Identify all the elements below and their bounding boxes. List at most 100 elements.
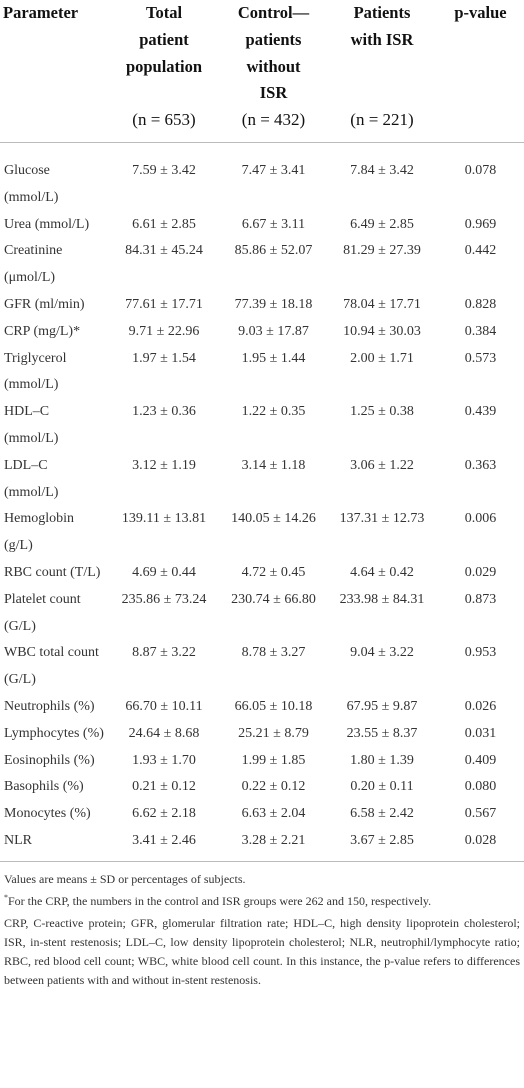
value-cell: 78.04 ± 17.71: [343, 296, 421, 312]
header-n: (n = 432): [241, 110, 306, 130]
value-cell: 3.14 ± 1.18: [241, 457, 306, 473]
parameter-cell: Basophils (%): [4, 779, 84, 795]
value-cell: 1.99 ± 1.85: [241, 752, 306, 768]
value-cell: 1.23 ± 0.36: [132, 404, 196, 420]
table-row: RBC count (T/L) 4.69 ± 0.44 4.72 ± 0.45 4.6…: [0, 560, 524, 587]
value-cell: 23.55 ± 8.37: [346, 725, 418, 741]
value-cell: 0.384: [464, 323, 497, 339]
header-n-cell: (n = 653): [108, 107, 220, 143]
value-cell: 77.61 ± 17.71: [125, 296, 203, 312]
value-cell: 1.22 ± 0.35: [241, 404, 306, 420]
value-cell: 3.67 ± 2.85: [327, 827, 437, 862]
value-cell: 7.59 ± 3.42: [132, 162, 196, 178]
header-row: Parameter Total patient population Control— p…: [0, 0, 524, 107]
value-cell: 0.031: [464, 725, 497, 741]
value-cell: 230.74 ± 66.80: [231, 591, 316, 607]
parameter-cell: Eosinophils (%): [4, 752, 95, 768]
header-line: patient: [139, 29, 189, 49]
parameter-cell: CRP (mg/L)*: [4, 323, 81, 339]
table-row: Urea (mmol/L) 6.61 ± 2.85 6.67 ± 3.11 6.49 …: [0, 212, 524, 239]
table-row: Neutrophils (%) 66.70 ± 10.11 66.05 ± 10.1…: [0, 694, 524, 721]
value-cell: 77.39 ± 18.18: [234, 296, 313, 312]
parameter-cell: WBC total count (G/L): [4, 645, 99, 688]
value-cell: 1.95 ± 1.44: [241, 350, 306, 366]
value-cell: 0.029: [464, 564, 497, 580]
value-cell: 1.97 ± 1.54: [132, 350, 196, 366]
parameter-cell: Monocytes (%): [4, 806, 91, 822]
header-line: without: [246, 56, 301, 76]
value-cell: 9.03 ± 17.87: [238, 323, 309, 339]
parameter-cell: GFR (ml/min): [4, 296, 85, 312]
table-row: GFR (ml/min) 77.61 ± 17.71 77.39 ± 18.18 78…: [0, 292, 524, 319]
parameter-cell: RBC count (T/L): [4, 564, 101, 580]
value-cell: 6.58 ± 2.42: [350, 806, 414, 822]
value-cell: 3.06 ± 1.22: [350, 457, 414, 473]
table-row: CRP (mg/L)* 9.71 ± 22.96 9.03 ± 17.87 10.94…: [0, 319, 524, 346]
header-cell: Total patient population: [108, 0, 220, 107]
header-n-cell: [437, 107, 524, 143]
header-n-row: (n = 653) (n = 432) (n = 221): [0, 107, 524, 143]
value-cell: 235.86 ± 73.24: [121, 591, 207, 607]
header-line: patients: [245, 29, 302, 49]
table-row: Basophils (%) 0.21 ± 0.12 0.22 ± 0.12 0.20 …: [0, 774, 524, 801]
value-cell: 7.84 ± 3.42: [350, 162, 414, 178]
table-row: Glucose (mmol/L) 7.59 ± 3.42 7.47 ± 3.41 7.…: [0, 142, 524, 211]
header-cell: p-value: [437, 0, 524, 107]
value-cell: 0.006: [464, 511, 497, 527]
value-cell: 67.95 ± 9.87: [346, 698, 418, 714]
header-line: population: [125, 56, 203, 76]
parameter-cell: NLR: [0, 827, 108, 862]
value-cell: 0.442: [464, 243, 497, 259]
value-cell: 6.62 ± 2.18: [132, 806, 196, 822]
value-cell: 0.873: [464, 591, 497, 607]
table-row: HDL–C (mmol/L) 1.23 ± 0.36 1.22 ± 0.35 1.25…: [0, 399, 524, 453]
header-cell: Patients with ISR: [327, 0, 437, 107]
value-cell: 0.573: [464, 350, 497, 366]
value-cell: 6.67 ± 3.11: [241, 216, 306, 232]
table-row: WBC total count (G/L) 8.87 ± 3.22 8.78 ± 3…: [0, 640, 524, 694]
header-cell: Parameter: [0, 0, 108, 107]
table-row: Triglycerol (mmol/L) 1.97 ± 1.54 1.95 ± 1.…: [0, 346, 524, 400]
parameter-cell: Hemoglobin (g/L): [4, 511, 74, 554]
value-cell: 2.00 ± 1.71: [350, 350, 414, 366]
value-cell: 0.953: [464, 645, 497, 661]
value-cell: 0.080: [464, 779, 497, 795]
value-cell: 137.31 ± 12.73: [339, 511, 425, 527]
value-cell: 0.078: [464, 162, 497, 178]
value-cell: 6.49 ± 2.85: [350, 216, 414, 232]
header-n-cell: [0, 107, 108, 143]
table-row: Lymphocytes (%) 24.64 ± 8.68 25.21 ± 8.79 2…: [0, 721, 524, 748]
header-n: (n = 653): [132, 110, 196, 130]
header-cell: Control— patients without ISR: [220, 0, 327, 107]
parameter-cell: Triglycerol (mmol/L): [4, 350, 67, 393]
header-line: with ISR: [350, 29, 414, 49]
value-cell: 4.64 ± 0.42: [350, 564, 414, 580]
header-line: Parameter: [3, 3, 79, 22]
value-cell: 0.028: [437, 827, 524, 862]
table-row: Hemoglobin (g/L) 139.11 ± 13.81 140.05 ± 1…: [0, 506, 524, 560]
value-cell: 66.70 ± 10.11: [125, 698, 203, 714]
parameter-cell: Platelet count (G/L): [4, 591, 81, 634]
value-cell: 10.94 ± 30.03: [343, 323, 421, 339]
value-cell: 1.25 ± 0.38: [350, 404, 414, 420]
value-cell: 1.80 ± 1.39: [350, 752, 414, 768]
parameter-cell: HDL–C (mmol/L): [4, 404, 59, 446]
data-table: Parameter Total patient population Control— p…: [0, 0, 524, 862]
header-line: Patients: [353, 3, 411, 22]
value-cell: 85.86 ± 52.07: [234, 243, 313, 259]
table-row: NLR 3.41 ± 2.46 3.28 ± 2.21 3.67 ± 2.85 0.02…: [0, 827, 524, 862]
parameter-cell: Glucose (mmol/L): [4, 162, 59, 205]
table-header: Parameter Total patient population Control— p…: [0, 0, 524, 143]
value-cell: 0.20 ± 0.11: [350, 779, 414, 795]
table-row: Eosinophils (%) 1.93 ± 1.70 1.99 ± 1.85 1.8…: [0, 748, 524, 775]
table-row: Creatinine (μmol/L) 84.31 ± 45.24 85.86 ± …: [0, 238, 524, 292]
table-row: Platelet count (G/L) 235.86 ± 73.24 230.74…: [0, 587, 524, 641]
value-cell: 139.11 ± 13.81: [121, 511, 207, 527]
value-cell: 0.969: [464, 216, 497, 232]
value-cell: 0.026: [464, 698, 497, 714]
footnote: Values are means ± SD or percentages of …: [4, 870, 520, 889]
value-cell: 0.22 ± 0.12: [241, 779, 306, 795]
value-cell: 6.61 ± 2.85: [132, 216, 196, 232]
parameter-cell: Urea (mmol/L): [4, 216, 90, 232]
